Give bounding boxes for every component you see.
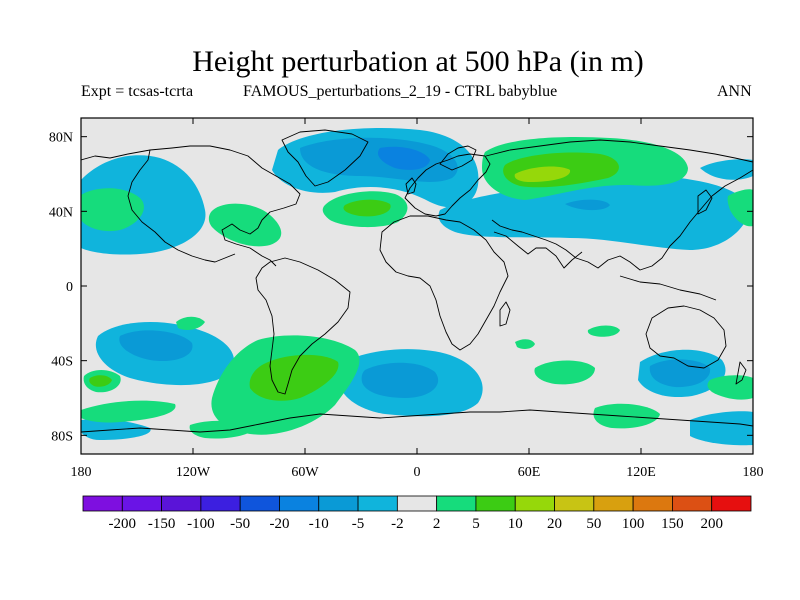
season-label: ANN — [717, 83, 752, 100]
contour-spacific-low-core — [119, 330, 193, 362]
lon-tick-label: 60W — [291, 465, 319, 480]
contour-ross-high — [189, 420, 255, 439]
lat-tick-label: 40N — [49, 205, 73, 220]
coast-asia — [485, 139, 753, 271]
colorbar-swatch — [475, 495, 516, 512]
colorbar-swatch — [554, 495, 595, 512]
colorbar-label: 150 — [661, 516, 684, 532]
colorbar-swatch — [82, 495, 123, 512]
lon-tick-label: 180 — [71, 465, 92, 480]
coast-north-america-west — [127, 149, 236, 263]
colorbar-label: 200 — [700, 516, 723, 532]
coast-greenland — [281, 129, 369, 187]
colorbar: -200 -150 -100 -50 -20 -10 -5 -2 2 5 10 20 50 100 150 2… — [82, 495, 752, 532]
contour-natlantic-high-core — [343, 199, 391, 217]
colorbar-label: 20 — [547, 516, 562, 532]
contour-japan-high — [727, 189, 753, 227]
colorbar-swatch — [593, 495, 634, 512]
lon-tick-label: 180 — [743, 465, 764, 480]
colorbar-swatch — [396, 495, 438, 512]
contour-satlantic-low-core — [361, 362, 439, 398]
contour-pacific-band-high — [81, 400, 176, 423]
coast-japan — [697, 189, 713, 215]
contour-asia-low-core — [565, 199, 610, 211]
colorbar-label: -200 — [109, 516, 137, 532]
contour-sw-atlantic-high — [707, 375, 753, 400]
contour-caribbean-high — [208, 203, 282, 247]
colorbar-swatch — [279, 495, 320, 512]
colorbar-swatch — [672, 495, 713, 512]
coast-antarctica — [81, 409, 753, 433]
contour-samerica-high-core — [249, 354, 339, 401]
lon-tick-label: 0 — [414, 465, 421, 480]
colorbar-label: 2 — [433, 516, 441, 532]
coastlines — [81, 129, 753, 433]
coast-arabia-india — [493, 231, 583, 269]
colorbar-label: 100 — [622, 516, 645, 532]
colorbar-swatch — [239, 495, 280, 512]
lat-tick-label: 40S — [51, 355, 73, 370]
contour-sw-pacific-high-core — [89, 375, 112, 387]
coast-new-zealand — [735, 361, 747, 385]
contour-nepacific-low — [700, 159, 753, 180]
contour-arctic-low-center — [377, 146, 430, 170]
contour-east-pacific-high — [176, 316, 205, 330]
colorbar-swatch — [121, 495, 162, 512]
contour-australia-low-core — [649, 359, 711, 388]
dataset-label: FAMOUS_perturbations_2_19 - CTRL babyblu… — [243, 83, 558, 100]
coast-europe — [404, 153, 491, 217]
lat-tick-label: 80S — [51, 429, 73, 444]
colorbar-swatch — [200, 495, 241, 512]
colorbar-label: -100 — [187, 516, 215, 532]
colorbar-label: 5 — [472, 516, 480, 532]
colorbar-label: 50 — [586, 516, 601, 532]
colorbar-label: -5 — [352, 516, 365, 532]
coast-madagascar — [499, 301, 511, 327]
colorbar-swatch — [357, 495, 398, 512]
contour-io-high-small — [587, 325, 620, 337]
colorbar-label: -20 — [269, 516, 289, 532]
colorbar-swatch — [318, 495, 359, 512]
lon-tick-label: 120E — [626, 465, 656, 480]
coast-uk — [405, 177, 417, 195]
colorbar-swatch — [514, 495, 555, 512]
coast-africa — [379, 215, 509, 351]
coast-scandinavia — [439, 145, 477, 171]
contour-indian-ocean-high — [534, 360, 595, 385]
map-axes: 80N 40N 0 40S 80S 180 120W 60W 0 60E 120E 180 — [49, 118, 764, 480]
colorbar-swatch — [436, 495, 477, 512]
colorbar-label: 10 — [508, 516, 523, 532]
colorbar-swatch — [632, 495, 673, 512]
colorbar-swatch — [161, 495, 202, 512]
contour-fills — [81, 128, 753, 446]
colorbar-label: -10 — [309, 516, 329, 532]
colorbar-label: -150 — [148, 516, 176, 532]
coast-north-america — [81, 145, 301, 267]
coast-indonesia — [619, 275, 717, 301]
experiment-label: Expt = tcsas-tcrta — [81, 83, 194, 100]
coast-south-america — [255, 257, 351, 395]
lat-tick-label: 80N — [49, 131, 73, 146]
coast-australia — [645, 305, 727, 369]
colorbar-label: -2 — [391, 516, 404, 532]
contour-antarctic-low — [690, 411, 753, 446]
lon-tick-label: 120W — [176, 465, 211, 480]
contour-eurasia-high-center — [514, 166, 571, 182]
contour-npacific-high — [81, 188, 144, 232]
colorbar-label: -50 — [230, 516, 250, 532]
contour-arctic-low-core — [300, 137, 458, 182]
contour-south-atl-small-high — [515, 339, 535, 349]
colorbar-swatch — [711, 495, 752, 512]
plot-title: Height perturbation at 500 hPa (in m) — [192, 45, 644, 78]
lon-tick-label: 60E — [518, 465, 541, 480]
lat-tick-label: 0 — [66, 280, 73, 295]
